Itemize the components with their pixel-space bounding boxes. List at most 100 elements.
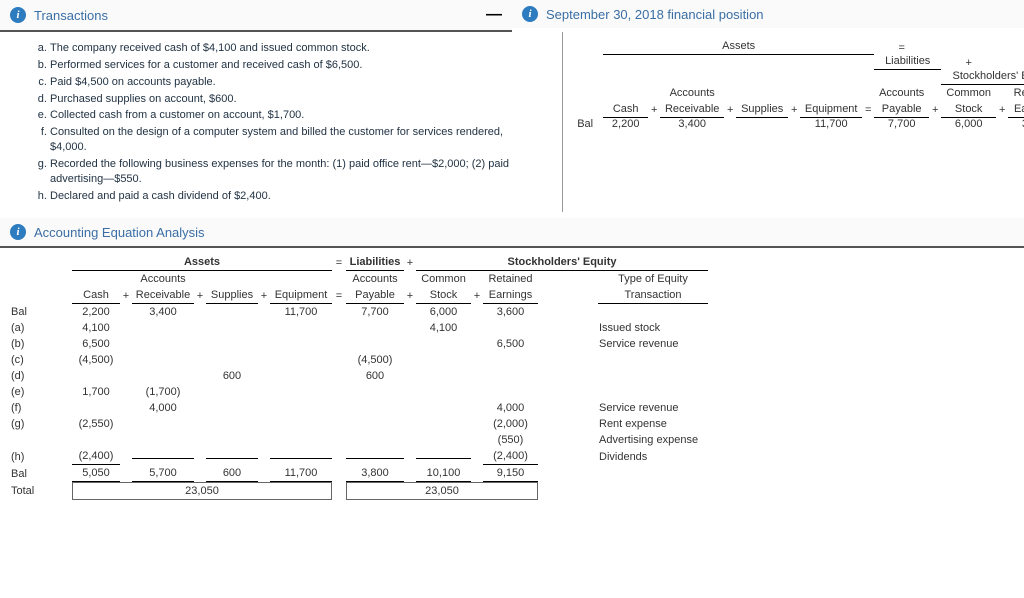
col-payable: Payable	[874, 101, 929, 118]
cell-equipment	[270, 454, 332, 459]
plus-sign: +	[194, 288, 206, 304]
equals-sign: =	[874, 42, 929, 54]
col-receivable: Receivable	[132, 287, 194, 304]
txn-item: The company received cash of $4,100 and …	[50, 40, 542, 57]
col-stock: Stock	[941, 101, 996, 118]
transactions-list: The company received cash of $4,100 and …	[30, 40, 562, 204]
aea-header: i Accounting Equation Analysis	[0, 218, 1024, 248]
liabilities-header: Liabilities	[874, 55, 941, 70]
cell-payable	[346, 406, 404, 410]
cell-receivable	[132, 454, 194, 459]
cell-transaction-desc: Service revenue	[598, 336, 708, 352]
cell-receivable	[132, 422, 194, 426]
cell-cash: (2,400)	[72, 448, 120, 465]
cell-receivable: 5,700	[132, 465, 194, 482]
cell-earnings: 3,600	[483, 304, 538, 320]
cell-earnings	[483, 358, 538, 362]
row-label: (c)	[10, 352, 42, 368]
sub-retained: Retained	[1008, 85, 1024, 101]
bal-receivable: 3,400	[660, 118, 724, 130]
plus-sign: +	[996, 104, 1008, 116]
cell-cash: 5,050	[72, 465, 120, 482]
cell-payable: (4,500)	[346, 352, 404, 368]
txn-item: Consulted on the design of a computer sy…	[50, 124, 542, 156]
bal-stock: 6,000	[941, 118, 996, 130]
cell-transaction-desc: Service revenue	[598, 400, 708, 416]
row-label: (d)	[10, 368, 42, 384]
plus-sign: +	[648, 104, 660, 116]
col-earnings: Earnings	[483, 287, 538, 304]
plus-sign: +	[941, 57, 996, 69]
bal-cash: 2,200	[603, 118, 648, 130]
cell-transaction-desc	[598, 472, 708, 476]
cell-stock: 10,100	[416, 465, 471, 482]
cell-receivable: 4,000	[132, 400, 194, 416]
col-receivable: Receivable	[660, 101, 724, 118]
sub-accounts: Accounts	[132, 271, 194, 287]
plus-sign: +	[929, 104, 941, 116]
cell-cash	[72, 374, 120, 378]
col-equipment: Equipment	[270, 287, 332, 304]
cell-supplies	[206, 326, 258, 330]
row-label: (f)	[10, 400, 42, 416]
transactions-header: i Transactions —	[0, 0, 512, 32]
aea-title: Accounting Equation Analysis	[34, 225, 205, 240]
analysis-table: Assets = Liabilities + Stockholders' Equ…	[0, 248, 1024, 520]
cell-equipment	[270, 358, 332, 362]
cell-payable: 600	[346, 368, 404, 384]
cell-transaction-desc	[598, 358, 708, 362]
minimize-icon[interactable]: —	[486, 6, 502, 24]
col-cash: Cash	[603, 101, 648, 118]
cell-equipment	[270, 326, 332, 330]
cell-cash: (4,500)	[72, 352, 120, 368]
cell-equipment	[270, 406, 332, 410]
bal-label: Bal	[573, 118, 603, 130]
cell-payable: 3,800	[346, 465, 404, 482]
col-supplies: Supplies	[206, 287, 258, 304]
row-label: Bal	[10, 304, 42, 320]
sub-retained: Retained	[483, 271, 538, 287]
plus-sign: +	[404, 288, 416, 304]
assets-header: Assets	[603, 40, 874, 55]
equity-header: Stockholders' Equity	[941, 70, 1024, 85]
cell-transaction-desc: Issued stock	[598, 320, 708, 336]
total-label: Total	[10, 483, 42, 499]
mini-balance-table: Assets = Liabilities + Stockholders' Equ…	[563, 32, 1024, 138]
cell-cash: (2,550)	[72, 416, 120, 432]
cell-cash	[72, 406, 120, 410]
col-transaction: Transaction	[598, 287, 708, 304]
ana-liab-header: Liabilities	[346, 254, 404, 271]
cell-earnings	[483, 374, 538, 378]
cell-supplies	[206, 342, 258, 346]
txn-item: Purchased supplies on account, $600.	[50, 91, 542, 108]
cell-cash: 2,200	[72, 304, 120, 320]
sub-accounts: Accounts	[346, 271, 404, 287]
transactions-title: Transactions	[34, 8, 108, 23]
row-label: (b)	[10, 336, 42, 352]
sub-type: Type of Equity	[598, 271, 708, 287]
cell-cash: 1,700	[72, 384, 120, 400]
cell-equipment	[270, 390, 332, 394]
cell-supplies	[206, 358, 258, 362]
plus-sign: +	[724, 104, 736, 116]
cell-stock	[416, 422, 471, 426]
txn-item: Performed services for a customer and re…	[50, 57, 542, 74]
cell-receivable	[132, 358, 194, 362]
cell-equipment: 11,700	[270, 304, 332, 320]
cell-payable	[346, 438, 404, 442]
cell-transaction-desc: Rent expense	[598, 416, 708, 432]
total-liab-equity: 23,050	[346, 482, 538, 500]
cell-earnings	[483, 326, 538, 330]
cell-payable	[346, 326, 404, 330]
cell-stock	[416, 454, 471, 459]
plus-sign: +	[788, 104, 800, 116]
cell-transaction-desc	[598, 390, 708, 394]
cell-payable	[346, 342, 404, 346]
cell-transaction-desc	[598, 310, 708, 314]
bal-earnings: 3,600	[1008, 118, 1024, 130]
cell-transaction-desc: Dividends	[598, 449, 708, 465]
cell-receivable: (1,700)	[132, 384, 194, 400]
cell-stock	[416, 374, 471, 378]
top-bar: i Transactions — i September 30, 2018 fi…	[0, 0, 1024, 32]
cell-transaction-desc: Advertising expense	[598, 432, 708, 448]
